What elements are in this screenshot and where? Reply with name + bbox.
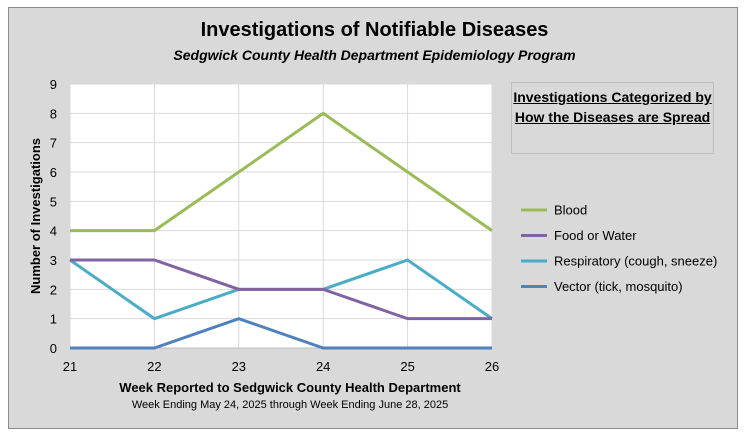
legend-label: Food or Water bbox=[554, 228, 637, 243]
legend-label: Blood bbox=[554, 203, 587, 218]
plot-background bbox=[70, 84, 492, 348]
y-tick-label: 3 bbox=[50, 253, 57, 268]
legend-label: Vector (tick, mosquito) bbox=[554, 279, 683, 294]
legend-label: Respiratory (cough, sneeze) bbox=[554, 254, 717, 269]
y-axis-title: Number of Investigations bbox=[28, 138, 43, 294]
x-tick-label: 24 bbox=[316, 359, 330, 374]
y-tick-label: 7 bbox=[50, 136, 57, 151]
y-tick-label: 1 bbox=[50, 312, 57, 327]
chart-subtitle: Sedgwick County Health Department Epidem… bbox=[173, 47, 576, 63]
series-line-blood bbox=[70, 111, 493, 233]
legend-title: Investigations Categorized by How the Di… bbox=[513, 89, 712, 125]
y-tick-label: 4 bbox=[50, 224, 57, 239]
x-tick-label: 23 bbox=[232, 359, 246, 374]
y-tick-label: 9 bbox=[50, 77, 57, 92]
legend-title-box: Investigations Categorized by How the Di… bbox=[511, 82, 714, 154]
x-tick-label: 25 bbox=[400, 359, 414, 374]
x-tick-label: 22 bbox=[147, 359, 161, 374]
y-tick-label: 5 bbox=[50, 194, 57, 209]
x-axis-subtitle: Week Ending May 24, 2025 through Week En… bbox=[131, 399, 449, 411]
series-line-vector bbox=[70, 317, 492, 350]
y-tick-label: 2 bbox=[50, 282, 57, 297]
y-tick-label: 6 bbox=[50, 165, 57, 180]
x-tick-label: 21 bbox=[63, 359, 77, 374]
x-tick-label: 26 bbox=[485, 359, 499, 374]
chart-title: Investigations of Notifiable Diseases bbox=[200, 19, 549, 41]
y-tick-label: 8 bbox=[50, 106, 57, 121]
series-line-food bbox=[70, 258, 492, 321]
y-tick-label: 0 bbox=[50, 341, 57, 356]
x-axis-title: Week Reported to Sedgwick County Health … bbox=[119, 380, 461, 395]
